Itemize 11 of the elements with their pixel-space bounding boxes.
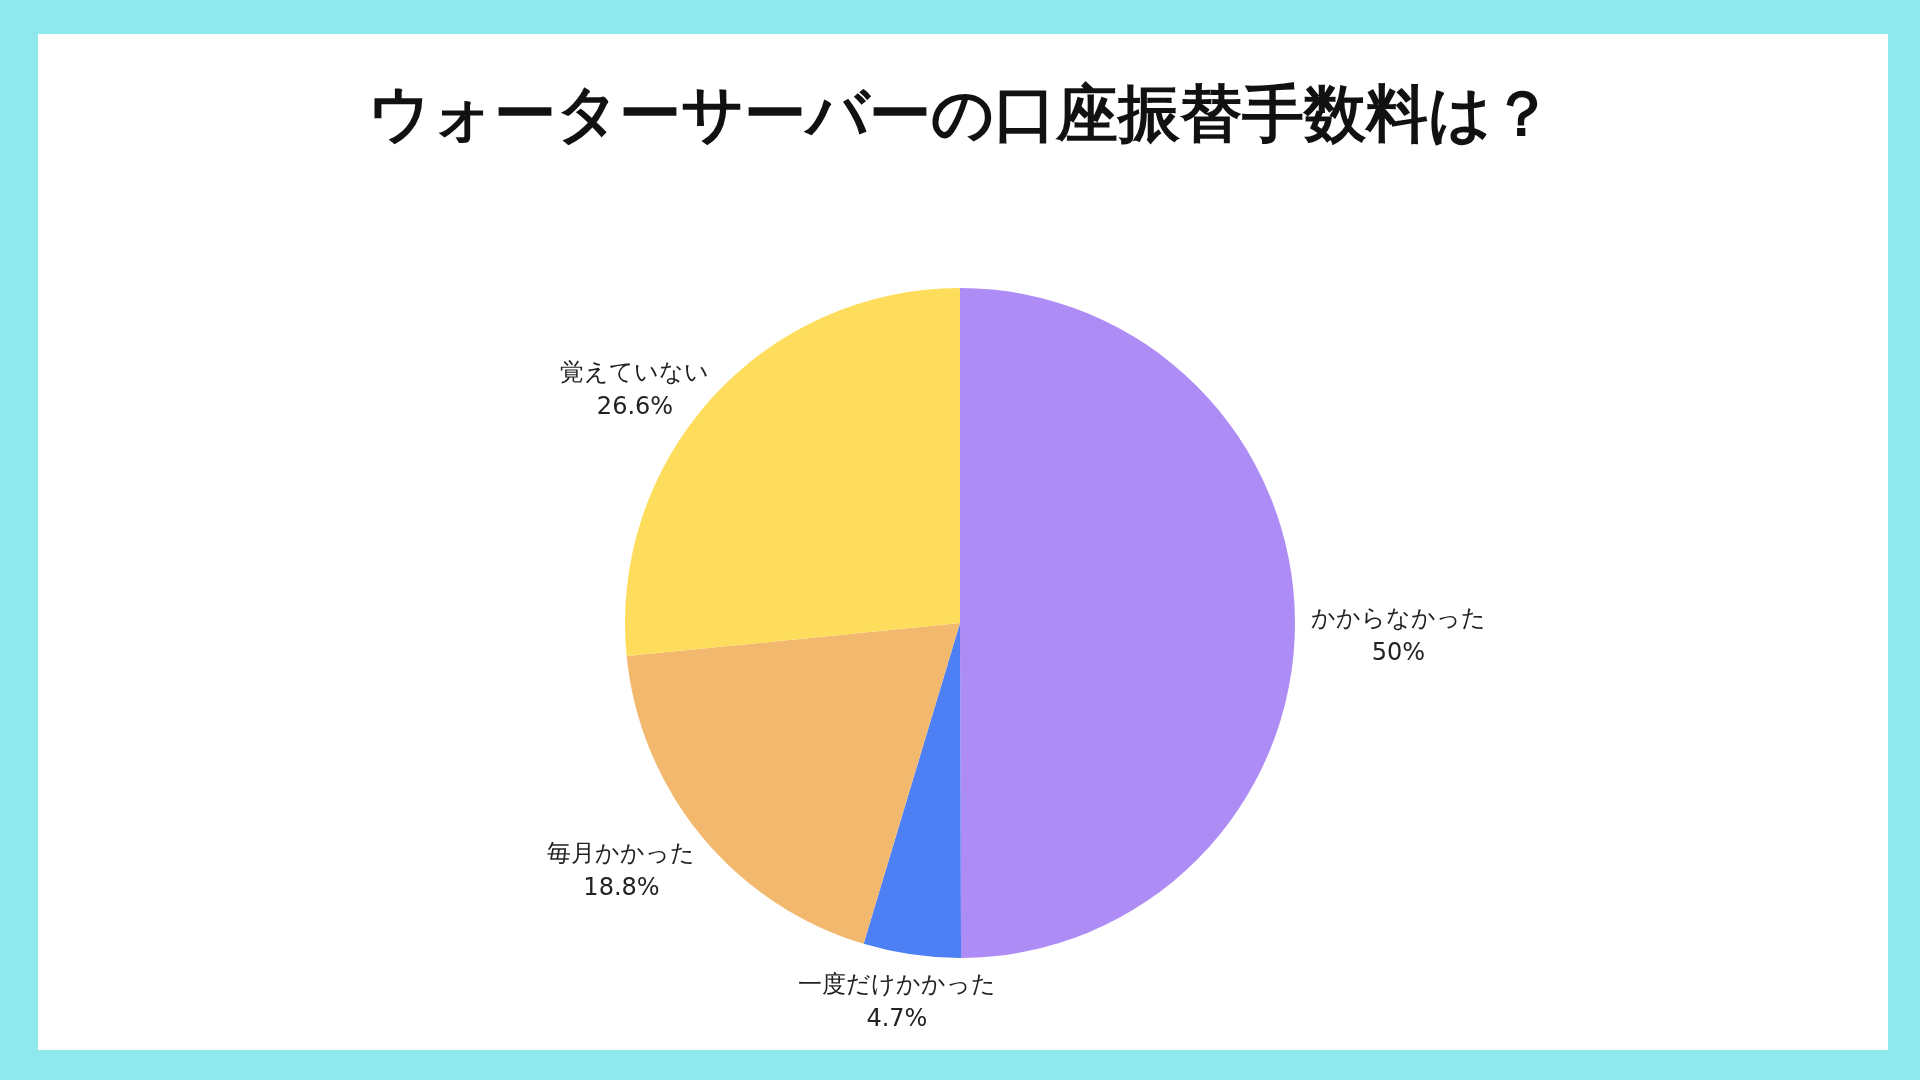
slice-label: 一度だけかかった xyxy=(797,969,996,998)
chart-title: ウォーターサーバーの口座振替手数料は？ xyxy=(367,77,1553,150)
pie-slice xyxy=(863,623,962,958)
slice-label: 覚えていない xyxy=(560,357,710,386)
slice-label: 毎月かかった xyxy=(547,839,696,868)
data-label: 26.6% xyxy=(596,391,674,420)
pie-slice xyxy=(960,288,1295,958)
data-label: 18.8% xyxy=(583,873,660,902)
slice-label: かからなかった xyxy=(1311,604,1486,633)
data-label: 4.7% xyxy=(866,1003,928,1032)
data-label: 50% xyxy=(1371,638,1426,667)
